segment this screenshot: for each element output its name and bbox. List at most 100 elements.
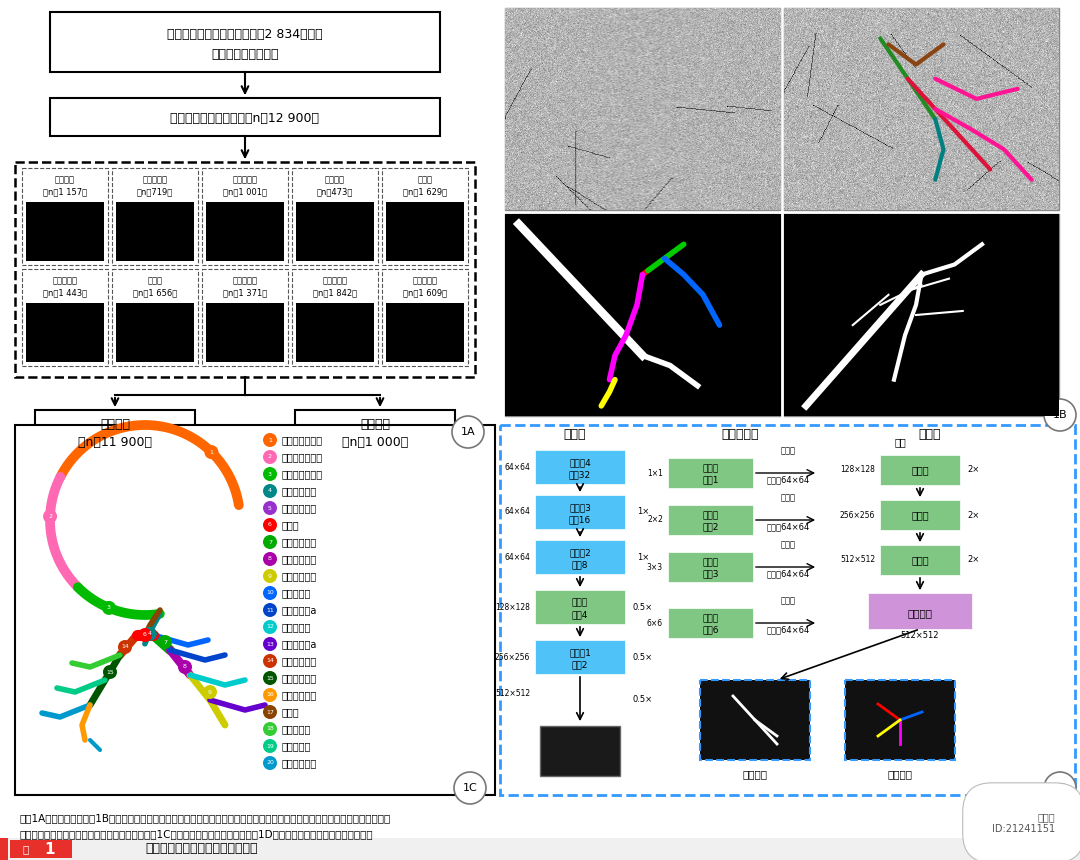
Circle shape bbox=[264, 620, 276, 634]
Circle shape bbox=[264, 535, 276, 549]
Bar bbox=[206, 202, 284, 261]
Bar bbox=[26, 303, 104, 362]
Text: 4: 4 bbox=[268, 488, 272, 494]
Text: 右冠状动脉中段: 右冠状动脉中段 bbox=[282, 452, 323, 462]
Text: 1: 1 bbox=[210, 450, 214, 455]
Text: 上采样: 上采样 bbox=[781, 597, 796, 605]
Circle shape bbox=[43, 509, 57, 524]
Bar bbox=[500, 425, 1075, 795]
Text: 15: 15 bbox=[266, 675, 274, 680]
Bar bbox=[0, 838, 1080, 860]
Text: 14: 14 bbox=[121, 644, 129, 649]
Bar bbox=[292, 269, 378, 366]
Text: 尺寸为64×64: 尺寸为64×64 bbox=[767, 476, 810, 484]
Text: 左前斜头位: 左前斜头位 bbox=[53, 277, 78, 286]
Text: 图: 图 bbox=[23, 844, 29, 854]
Bar bbox=[382, 269, 468, 366]
Bar bbox=[540, 726, 620, 776]
Text: 18: 18 bbox=[266, 727, 274, 732]
Text: 10: 10 bbox=[266, 591, 274, 595]
Circle shape bbox=[1044, 399, 1076, 431]
Text: 网络训练: 网络训练 bbox=[100, 417, 130, 431]
Text: 上采样: 上采样 bbox=[912, 465, 929, 475]
Text: 后降支（左）: 后降支（左） bbox=[282, 690, 318, 700]
Bar bbox=[880, 545, 960, 575]
Circle shape bbox=[264, 467, 276, 481]
Circle shape bbox=[264, 433, 276, 447]
Text: 下采样: 下采样 bbox=[564, 428, 586, 441]
Circle shape bbox=[103, 665, 117, 679]
Text: 下角为像素级精标注图像，右下角为血管二值图；1C：冠状动脉血管节段颜色标签；1D：网络结构，特征图尺寸单位为像素: 下角为像素级精标注图像，右下角为血管二值图；1C：冠状动脉血管节段颜色标签；1D… bbox=[21, 829, 374, 839]
Bar bbox=[880, 500, 960, 530]
Text: 2×: 2× bbox=[968, 465, 981, 475]
Bar bbox=[880, 455, 960, 485]
Text: 64×64: 64×64 bbox=[504, 463, 530, 471]
Text: 17: 17 bbox=[266, 710, 274, 715]
Text: 右冠状动脉近段: 右冠状动脉近段 bbox=[282, 435, 323, 445]
Circle shape bbox=[264, 518, 276, 532]
Bar bbox=[295, 410, 455, 452]
Text: 8: 8 bbox=[184, 665, 187, 669]
Text: 6: 6 bbox=[143, 632, 147, 637]
Text: 128×128: 128×128 bbox=[840, 465, 875, 475]
Text: 2: 2 bbox=[268, 454, 272, 459]
Text: 15: 15 bbox=[106, 669, 113, 674]
Text: 1×: 1× bbox=[637, 552, 649, 562]
Text: （n＝1 842）: （n＝1 842） bbox=[313, 288, 357, 298]
Text: 左回旋支近段: 左回旋支近段 bbox=[282, 656, 318, 666]
Circle shape bbox=[454, 772, 486, 804]
Text: 6×6: 6×6 bbox=[647, 618, 663, 628]
Text: 6: 6 bbox=[268, 523, 272, 527]
Bar bbox=[535, 540, 625, 574]
Text: 后降支（右）: 后降支（右） bbox=[282, 486, 318, 496]
Text: 步长16: 步长16 bbox=[569, 515, 591, 524]
Circle shape bbox=[453, 416, 484, 448]
Text: 5: 5 bbox=[268, 506, 272, 511]
Bar bbox=[22, 168, 108, 265]
Text: 1C: 1C bbox=[462, 783, 477, 793]
Text: 步长2: 步长2 bbox=[702, 522, 718, 531]
Text: 杨进则
ID:21241151: 杨进则 ID:21241151 bbox=[991, 812, 1055, 833]
Circle shape bbox=[264, 450, 276, 464]
Text: 7: 7 bbox=[268, 539, 272, 544]
Text: （n＝1 157）: （n＝1 157） bbox=[43, 187, 87, 196]
Bar bbox=[206, 303, 284, 362]
Bar bbox=[505, 8, 780, 210]
Text: 上采样: 上采样 bbox=[781, 494, 796, 502]
Bar bbox=[10, 840, 72, 858]
Circle shape bbox=[264, 756, 276, 770]
Text: 14: 14 bbox=[266, 659, 274, 664]
Bar bbox=[505, 214, 780, 416]
Text: 卷积核3: 卷积核3 bbox=[569, 503, 591, 513]
Text: （n＝1 001）: （n＝1 001） bbox=[222, 187, 267, 196]
Text: 右冠状动脉远段: 右冠状动脉远段 bbox=[282, 469, 323, 479]
Text: 19: 19 bbox=[266, 744, 274, 748]
Text: 8: 8 bbox=[268, 556, 272, 562]
Text: 16: 16 bbox=[266, 692, 274, 697]
Bar bbox=[868, 593, 972, 629]
Text: 卷积核1: 卷积核1 bbox=[569, 648, 591, 657]
Bar bbox=[535, 495, 625, 529]
Bar bbox=[202, 168, 288, 265]
Bar bbox=[382, 168, 468, 265]
Text: （n＝719）: （n＝719） bbox=[137, 187, 173, 196]
Bar bbox=[535, 450, 625, 484]
Text: 左前斜足位: 左前斜足位 bbox=[232, 277, 257, 286]
Text: （n＝473）: （n＝473） bbox=[316, 187, 353, 196]
Text: （n＝1 000）: （n＝1 000） bbox=[342, 435, 408, 449]
Text: 步长1: 步长1 bbox=[702, 475, 719, 484]
Text: 步长32: 步长32 bbox=[569, 470, 591, 479]
Text: （n＝1 629）: （n＝1 629） bbox=[403, 187, 447, 196]
Text: 2×2: 2×2 bbox=[647, 515, 663, 525]
Circle shape bbox=[264, 484, 276, 498]
Text: 2×: 2× bbox=[968, 511, 981, 519]
Circle shape bbox=[264, 705, 276, 719]
Circle shape bbox=[264, 688, 276, 702]
Circle shape bbox=[264, 654, 276, 668]
Text: 9: 9 bbox=[268, 574, 272, 579]
Bar bbox=[535, 640, 625, 674]
Bar bbox=[845, 680, 955, 760]
Bar bbox=[0, 838, 8, 860]
Text: （n＝1 656）: （n＝1 656） bbox=[133, 288, 177, 298]
Text: 左前斜位: 左前斜位 bbox=[55, 175, 75, 185]
